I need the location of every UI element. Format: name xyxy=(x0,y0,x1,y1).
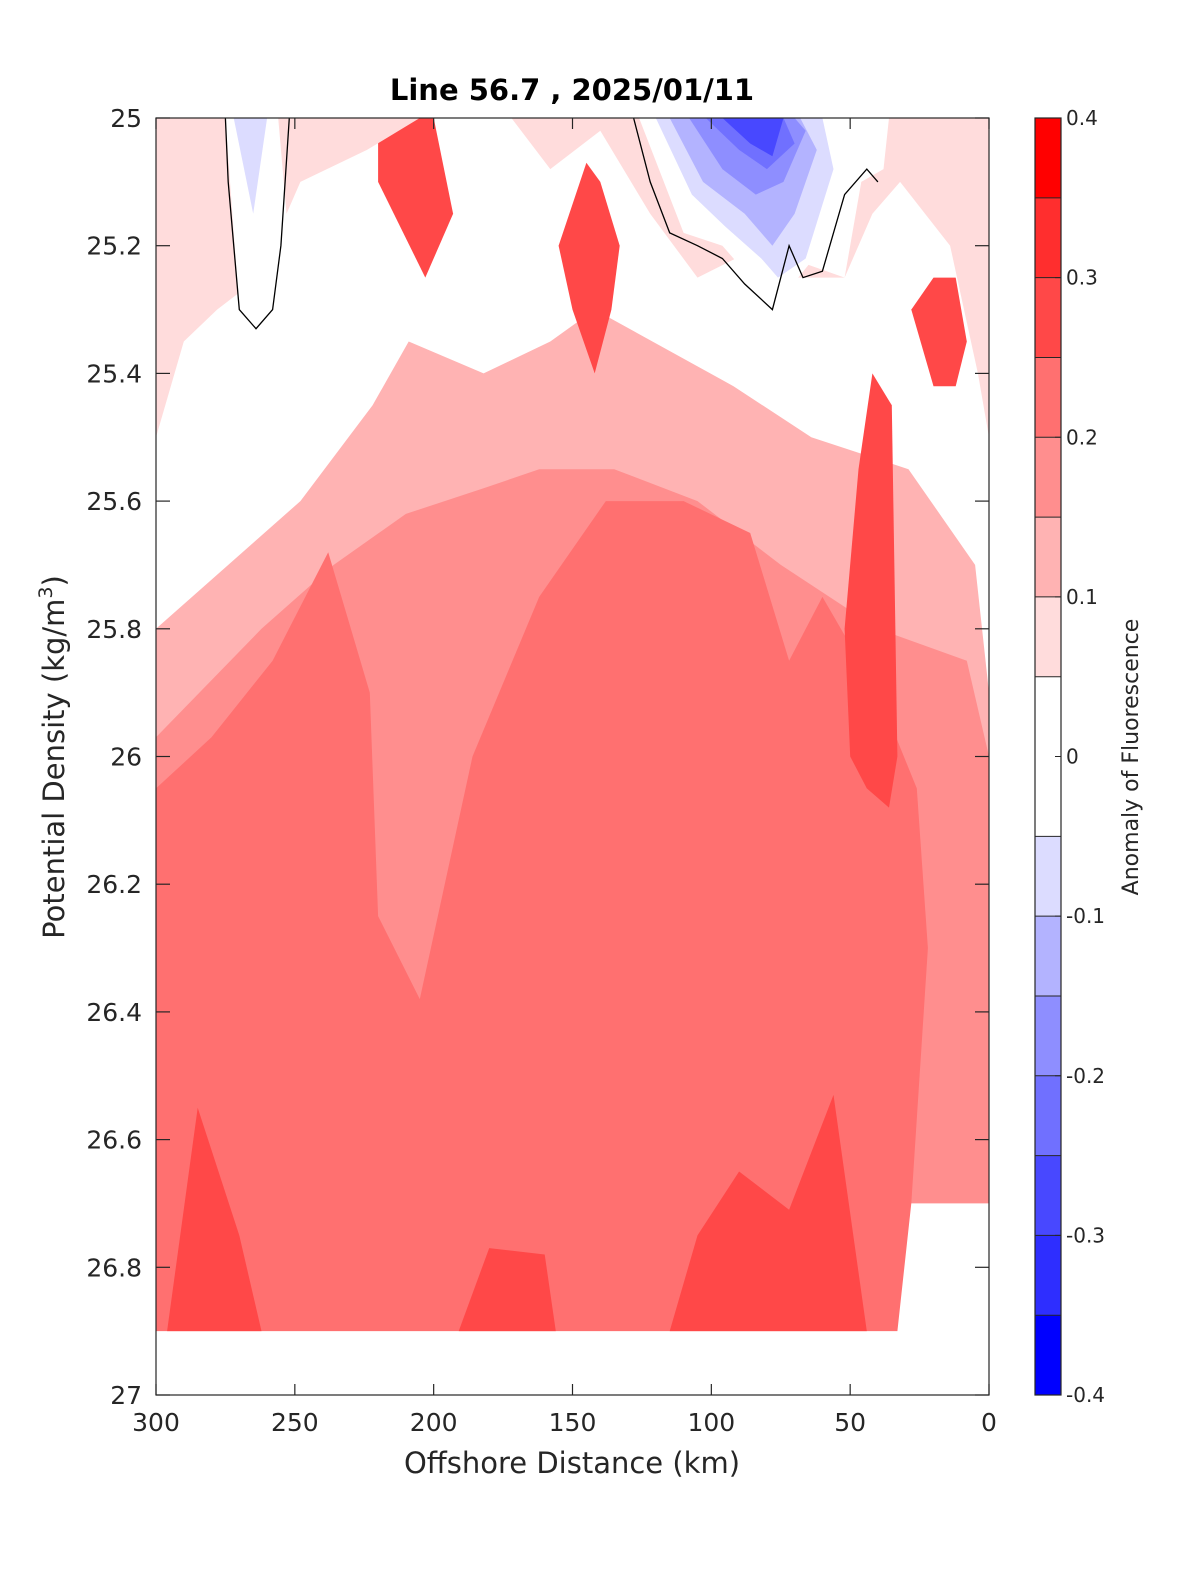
y-axis: 25 25.2 25.4 25.6 25.8 26 26.2 26.4 26.6 26.8 27 xyxy=(86,104,989,1410)
colorbar-swatch xyxy=(1035,1155,1061,1236)
anomaly-region xyxy=(669,1094,867,1332)
colorbar-swatch xyxy=(1035,995,1061,1076)
colorbar-tick-label: -0.2 xyxy=(1066,1064,1105,1088)
x-axis: 300 250 200 150 100 50 0 xyxy=(132,118,997,1437)
anomaly-region xyxy=(167,1107,262,1332)
y-tick-label: 25.6 xyxy=(86,487,142,516)
zero-contour xyxy=(632,117,879,311)
y-tick-label: 26 xyxy=(110,743,142,772)
anomaly-region xyxy=(225,118,290,323)
colorbar-swatch xyxy=(1035,1315,1061,1395)
anomaly-region xyxy=(844,373,898,808)
x-tick-label: 100 xyxy=(687,1408,735,1437)
y-tick-label: 26.6 xyxy=(86,1126,142,1155)
anomaly-region xyxy=(722,118,784,157)
colorbar-swatch xyxy=(1035,1075,1061,1156)
anomaly-region xyxy=(156,501,928,1332)
x-tick-label: 50 xyxy=(834,1408,866,1437)
y-tick-label: 25.4 xyxy=(86,359,142,388)
x-tick-label: 150 xyxy=(549,1408,597,1437)
zero-contour xyxy=(224,117,290,330)
x-tick-label: 0 xyxy=(981,1408,997,1437)
colorbar-tick-label: -0.1 xyxy=(1066,904,1105,928)
colorbar-title: Anomaly of Fluorescence xyxy=(1119,619,1144,896)
x-tick-label: 250 xyxy=(271,1408,319,1437)
x-tick-label: 300 xyxy=(132,1408,180,1437)
colorbar-swatch xyxy=(1035,118,1061,198)
chart-title: Line 56.7 , 2025/01/11 xyxy=(390,73,754,107)
colorbar: 0.4 0.3 0.2 0.1 0 -0.1 -0.2 -0.3 -0.4 xyxy=(1034,106,1105,1407)
colorbar-swatch xyxy=(1035,916,1061,996)
y-tick-label: 25 xyxy=(110,104,142,133)
x-axis-title: Offshore Distance (km) xyxy=(404,1446,740,1480)
y-tick-label: 27 xyxy=(110,1381,142,1410)
colorbar-swatch xyxy=(1035,517,1061,597)
x-tick-label: 200 xyxy=(410,1408,458,1437)
colorbar-swatch xyxy=(1035,437,1061,518)
colorbar-swatch xyxy=(1035,836,1061,917)
colorbar-swatch xyxy=(1035,357,1061,438)
y-tick-label: 26.4 xyxy=(86,998,142,1027)
colorbar-tick-label: -0.4 xyxy=(1066,1383,1105,1407)
anomaly-region xyxy=(911,277,967,387)
y-axis-title: Potential Density (kg/m3) xyxy=(35,575,71,939)
colorbar-swatch xyxy=(1035,1235,1061,1316)
anomaly-region xyxy=(378,118,454,278)
colorbar-tick-label: -0.3 xyxy=(1066,1223,1105,1247)
colorbar-swatch xyxy=(1035,277,1061,358)
colorbar-swatch xyxy=(1035,596,1061,677)
colorbar-swatch xyxy=(1035,197,1061,278)
colorbar-tick-label: 0.4 xyxy=(1066,106,1098,130)
y-tick-label: 25.8 xyxy=(86,615,142,644)
y-tick-label: 25.2 xyxy=(86,232,142,261)
anomaly-region xyxy=(233,118,268,214)
plot-area xyxy=(155,117,990,1396)
y-tick-label: 26.2 xyxy=(86,870,142,899)
colorbar-tick-label: 0.3 xyxy=(1066,266,1098,290)
y-tick-label: 26.8 xyxy=(86,1253,142,1282)
colorbar-tick-label: 0.2 xyxy=(1066,425,1098,449)
anomaly-region xyxy=(558,162,620,374)
anomaly-region xyxy=(458,1248,556,1332)
colorbar-tick-label: 0.1 xyxy=(1066,585,1098,609)
colorbar-tick-label: 0 xyxy=(1066,745,1079,769)
